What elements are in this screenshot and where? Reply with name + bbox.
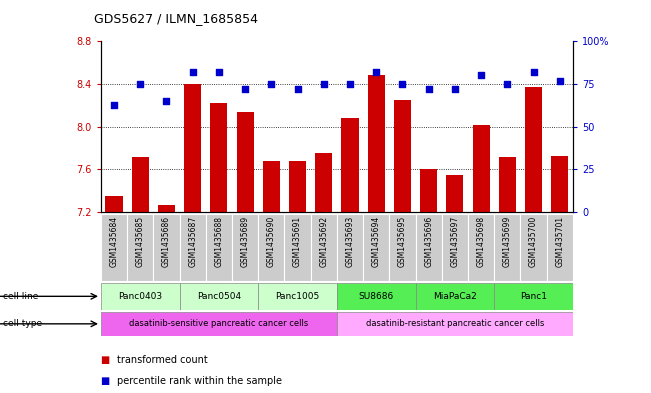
Bar: [368, 75, 385, 212]
Text: percentile rank within the sample: percentile rank within the sample: [117, 376, 282, 386]
Bar: [263, 161, 280, 212]
Bar: [311, 214, 337, 281]
Point: [109, 101, 119, 108]
Point: [318, 81, 329, 87]
Point: [345, 81, 355, 87]
Text: GSM1435701: GSM1435701: [555, 216, 564, 267]
Text: GSM1435692: GSM1435692: [319, 216, 328, 267]
Point: [266, 81, 277, 87]
Bar: [415, 283, 494, 310]
Text: GDS5627 / ILMN_1685854: GDS5627 / ILMN_1685854: [94, 12, 258, 25]
Bar: [499, 157, 516, 212]
Bar: [210, 103, 227, 212]
Point: [161, 98, 172, 104]
Text: Panc0504: Panc0504: [197, 292, 241, 301]
Bar: [101, 214, 127, 281]
Bar: [494, 283, 573, 310]
Bar: [547, 214, 573, 281]
Bar: [337, 312, 573, 336]
Bar: [132, 157, 149, 212]
Bar: [363, 214, 389, 281]
Bar: [337, 283, 415, 310]
Text: GSM1435688: GSM1435688: [214, 216, 223, 267]
Bar: [415, 214, 442, 281]
Text: GSM1435696: GSM1435696: [424, 216, 433, 268]
Bar: [127, 214, 154, 281]
Text: GSM1435687: GSM1435687: [188, 216, 197, 267]
Text: GSM1435695: GSM1435695: [398, 216, 407, 268]
Bar: [551, 156, 568, 212]
Bar: [468, 214, 494, 281]
Bar: [420, 169, 437, 212]
Text: Panc1: Panc1: [520, 292, 547, 301]
Text: cell type: cell type: [3, 320, 42, 328]
Bar: [442, 214, 468, 281]
Text: GSM1435689: GSM1435689: [241, 216, 249, 267]
Text: GSM1435698: GSM1435698: [477, 216, 486, 267]
Text: cell line: cell line: [3, 292, 38, 301]
Bar: [154, 214, 180, 281]
Point: [240, 86, 251, 92]
Bar: [180, 214, 206, 281]
Text: dasatinib-sensitive pancreatic cancer cells: dasatinib-sensitive pancreatic cancer ce…: [130, 320, 309, 328]
Point: [502, 81, 512, 87]
Text: dasatinib-resistant pancreatic cancer cells: dasatinib-resistant pancreatic cancer ce…: [366, 320, 544, 328]
Point: [397, 81, 408, 87]
Text: GSM1435684: GSM1435684: [109, 216, 118, 267]
Text: Panc1005: Panc1005: [275, 292, 320, 301]
Text: ■: ■: [101, 376, 113, 386]
Point: [476, 72, 486, 79]
Bar: [101, 312, 337, 336]
Point: [423, 86, 434, 92]
Bar: [236, 112, 254, 212]
Text: GSM1435700: GSM1435700: [529, 216, 538, 268]
Text: GSM1435690: GSM1435690: [267, 216, 276, 268]
Bar: [315, 153, 332, 212]
Text: transformed count: transformed count: [117, 354, 208, 365]
Bar: [180, 283, 258, 310]
Text: GSM1435693: GSM1435693: [346, 216, 355, 268]
Bar: [337, 214, 363, 281]
Text: GSM1435697: GSM1435697: [450, 216, 460, 268]
Text: GSM1435694: GSM1435694: [372, 216, 381, 268]
Point: [135, 81, 145, 87]
Text: MiaPaCa2: MiaPaCa2: [433, 292, 477, 301]
Bar: [473, 125, 490, 212]
Text: GSM1435685: GSM1435685: [136, 216, 145, 267]
Point: [371, 69, 381, 75]
Text: SU8686: SU8686: [359, 292, 394, 301]
Bar: [289, 161, 306, 212]
Point: [214, 69, 224, 75]
Bar: [394, 100, 411, 212]
Text: Panc0403: Panc0403: [118, 292, 162, 301]
Text: GSM1435699: GSM1435699: [503, 216, 512, 268]
Bar: [389, 214, 415, 281]
Bar: [101, 283, 180, 310]
Point: [187, 69, 198, 75]
Bar: [342, 118, 359, 212]
Bar: [494, 214, 520, 281]
Bar: [258, 283, 337, 310]
Bar: [447, 175, 464, 212]
Point: [529, 69, 539, 75]
Bar: [284, 214, 311, 281]
Bar: [184, 84, 201, 212]
Bar: [520, 214, 547, 281]
Bar: [206, 214, 232, 281]
Bar: [525, 87, 542, 212]
Bar: [232, 214, 258, 281]
Bar: [105, 196, 122, 212]
Point: [450, 86, 460, 92]
Text: GSM1435691: GSM1435691: [293, 216, 302, 267]
Text: GSM1435686: GSM1435686: [162, 216, 171, 267]
Text: ■: ■: [101, 354, 113, 365]
Bar: [158, 205, 175, 212]
Bar: [258, 214, 284, 281]
Point: [292, 86, 303, 92]
Point: [555, 77, 565, 84]
